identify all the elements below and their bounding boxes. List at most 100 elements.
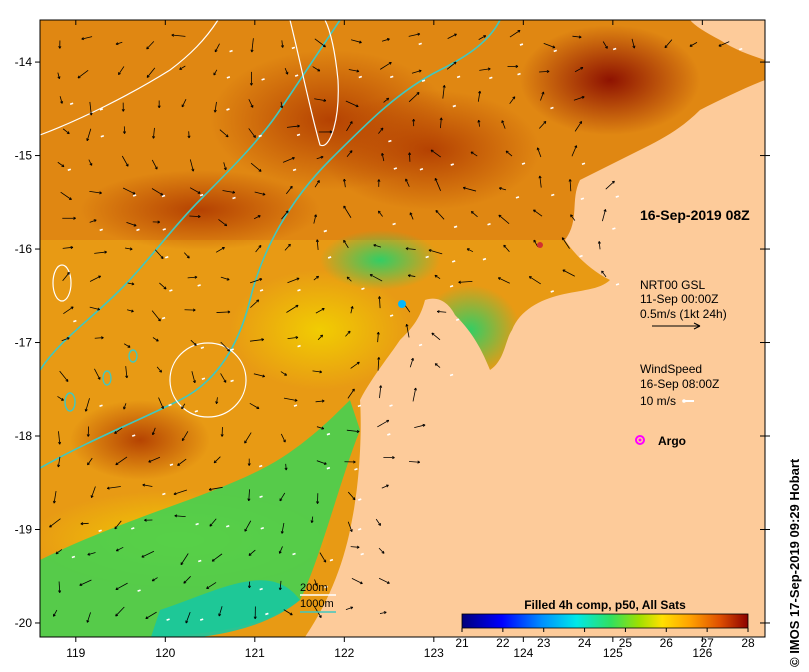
current-vector <box>284 243 291 251</box>
sst-warm-patch <box>70 400 210 480</box>
current-vector-head <box>280 105 284 109</box>
current-vector <box>146 67 156 78</box>
current-vector <box>377 419 390 428</box>
current-vector <box>664 39 673 49</box>
current-vector-head <box>377 357 381 360</box>
current-vector-head <box>80 522 84 526</box>
current-vector-head <box>115 548 119 552</box>
current-vector <box>503 244 510 253</box>
current-vector <box>478 120 480 127</box>
current-vector-head <box>411 357 414 361</box>
current-vector-head <box>115 613 119 617</box>
current-vector <box>279 546 283 554</box>
current-vector <box>379 611 387 614</box>
wind-barb <box>199 618 204 621</box>
colorbar-ramp <box>461 613 749 629</box>
wind-legend-scale: 10 m/s <box>640 394 676 408</box>
current-vector <box>529 276 541 285</box>
current-vector-head <box>498 187 502 191</box>
current-vector <box>53 609 58 617</box>
current-vector-head <box>192 380 196 384</box>
current-vector <box>414 424 426 429</box>
wind-barb <box>357 527 362 531</box>
wind-barb <box>519 43 524 46</box>
current-vector <box>145 611 157 619</box>
wind-barb <box>232 196 236 200</box>
wind-barb <box>292 552 296 556</box>
current-vector-head <box>58 441 62 445</box>
current-vector-head <box>477 119 481 123</box>
current-vector-head <box>296 277 300 281</box>
current-vector-head <box>284 467 288 471</box>
current-vector-head <box>385 484 389 488</box>
current-vector-head <box>439 117 443 121</box>
current-vector-head <box>568 179 572 182</box>
contour-1000m <box>102 370 112 386</box>
wind-barb <box>261 78 265 81</box>
current-vector <box>179 65 186 70</box>
current-vector-head <box>318 615 322 618</box>
wind-barb <box>615 283 620 286</box>
current-vector-head <box>470 151 474 155</box>
current-vector <box>411 70 422 74</box>
current-vector-head <box>316 501 320 504</box>
lon-tick-label: 122 <box>334 646 354 660</box>
current-vector <box>498 277 510 284</box>
current-vector-head <box>434 177 438 181</box>
current-vector-head <box>597 241 601 244</box>
current-vector <box>379 296 381 309</box>
current-vector-head <box>611 180 615 184</box>
current-vector-head <box>418 69 422 73</box>
current-vector <box>87 457 93 466</box>
wind-barb <box>550 290 554 293</box>
current-vector-head <box>295 336 299 340</box>
current-vector <box>281 522 285 534</box>
current-vector-head <box>320 155 324 159</box>
current-vector <box>81 36 93 40</box>
current-vector-head <box>466 248 470 252</box>
current-vector-head <box>632 45 636 49</box>
current-vector <box>601 209 606 222</box>
current-vector-head <box>282 439 286 443</box>
wind-barb <box>389 404 393 407</box>
current-vector-head <box>87 462 90 466</box>
current-vector-head <box>442 85 446 88</box>
current-vector-head <box>247 498 251 502</box>
current-vector <box>181 403 186 410</box>
current-vector-head <box>244 528 248 532</box>
current-vector-head <box>383 611 387 615</box>
current-vector-head <box>226 277 230 281</box>
current-vector-head <box>177 463 181 466</box>
wind-barb <box>165 255 169 259</box>
current-vector-head <box>160 256 164 260</box>
current-vector <box>313 275 319 281</box>
current-vector-head <box>193 342 197 346</box>
current-vector <box>346 150 353 157</box>
current-vector <box>79 579 92 586</box>
current-vector-head <box>601 270 605 274</box>
current-vector-head <box>342 178 347 182</box>
argo-float-marker <box>398 300 406 308</box>
current-vector-head <box>187 135 191 139</box>
current-vector <box>141 550 155 558</box>
wind-barb <box>361 287 365 291</box>
wind-barb <box>425 255 429 259</box>
current-vector-head <box>604 45 608 49</box>
current-vector-head <box>248 552 252 556</box>
current-vector-head <box>122 131 127 134</box>
current-vector <box>57 456 61 468</box>
current-vector <box>346 276 352 282</box>
current-vector-head <box>317 68 321 72</box>
current-vector <box>345 330 351 337</box>
current-vector-head <box>505 150 509 154</box>
current-vector-head <box>349 121 353 124</box>
current-vector <box>466 248 474 253</box>
current-vector-head <box>533 239 537 243</box>
wind-barb <box>258 464 263 468</box>
current-vector-head <box>115 462 119 466</box>
current-vector <box>94 337 104 339</box>
colorbar-tick-label: 25 <box>619 636 633 650</box>
contour-1000m <box>40 20 501 469</box>
current-vector-head <box>155 338 159 342</box>
current-vector-head <box>179 67 183 70</box>
